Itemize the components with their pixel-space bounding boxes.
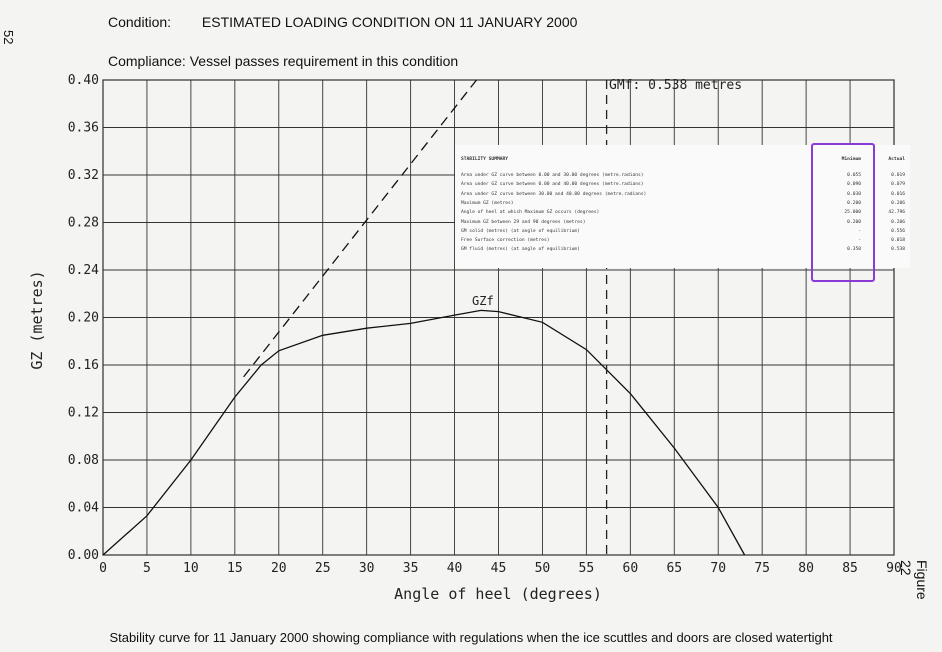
x-tick-label: 20 — [271, 561, 287, 576]
summary-row: Free Surface correction (metres) - 0.018 — [461, 238, 909, 246]
summary-row: Angle of heel at which Maximum GZ occurs… — [461, 210, 909, 218]
summary-row: Area under GZ curve between 30.00 and 40… — [461, 192, 909, 200]
y-tick-label: 0.36 — [68, 121, 99, 136]
y-tick-label: 0.32 — [68, 168, 99, 183]
summary-minimum-value: 0.200 — [847, 219, 861, 225]
summary-minimum-value: 0.200 — [847, 200, 861, 206]
summary-criterion: Free Surface correction (metres) — [461, 238, 550, 244]
y-axis-title: GZ (metres) — [28, 270, 46, 369]
gzf-annotation: GZf — [472, 294, 494, 308]
x-tick-label: 60 — [623, 561, 639, 576]
summary-criterion: Maximum GZ between 29 and 90 degrees (me… — [461, 219, 586, 225]
compliance-label: Compliance: — [108, 53, 186, 69]
summary-criterion: Area under GZ curve between 0.00 and 40.… — [461, 182, 644, 188]
summary-minimum-value: - — [858, 228, 861, 234]
summary-col-actual: Actual — [888, 157, 905, 162]
x-tick-label: 25 — [315, 561, 331, 576]
x-tick-label: 5 — [143, 561, 151, 576]
x-tick-label: 0 — [99, 561, 107, 576]
y-tick-label: 0.04 — [68, 501, 99, 516]
stability-summary-table: STABILITY SUMMARY Minimum Actual Area un… — [455, 145, 910, 268]
x-tick-label: 15 — [227, 561, 243, 576]
compliance-line: Compliance: Vessel passes requirement in… — [108, 53, 458, 69]
minimum-column-highlight — [811, 143, 875, 282]
summary-actual-value: 0.206 — [891, 219, 905, 225]
summary-minimum-value: - — [858, 238, 861, 244]
summary-criterion: Area under GZ curve between 30.00 and 40… — [461, 191, 647, 197]
summary-minimum-value: 0.090 — [847, 182, 861, 188]
y-tick-label: 0.20 — [68, 311, 99, 326]
summary-row: Area under GZ curve between 0.00 and 30.… — [461, 173, 909, 181]
summary-actual-value: 0.556 — [891, 228, 905, 234]
gz-curve-series — [102, 309, 746, 556]
y-tick-label: 0.16 — [68, 358, 99, 373]
x-axis-title: Angle of heel (degrees) — [394, 585, 602, 603]
summary-actual-value: 0.018 — [891, 238, 905, 244]
summary-minimum-value: 0.030 — [847, 191, 861, 197]
gm-annotation: GMf: 0.538 metres — [609, 78, 742, 93]
condition-value: ESTIMATED LOADING CONDITION ON 11 JANUAR… — [201, 14, 578, 30]
x-tick-label: 50 — [535, 561, 551, 576]
summary-criterion: Angle of heel at which Maximum GZ occurs… — [461, 210, 600, 216]
y-tick-label: 0.12 — [68, 406, 99, 421]
y-tick-label: 0.40 — [68, 73, 99, 88]
x-tick-label: 30 — [359, 561, 375, 576]
summary-minimum-value: 25.000 — [844, 210, 861, 216]
condition-label: Condition: — [108, 14, 172, 30]
summary-minimum-value: 0.055 — [847, 173, 861, 178]
x-tick-label: 85 — [842, 561, 858, 576]
y-tick-label: 0.00 — [68, 548, 99, 563]
y-tick-label: 0.28 — [68, 216, 99, 231]
summary-actual-value: 0.206 — [891, 200, 905, 206]
summary-row: Maximum GZ between 29 and 90 degrees (me… — [461, 220, 909, 228]
summary-row: Maximum GZ (metres) 0.200 0.206 — [461, 201, 909, 209]
x-tick-label: 65 — [666, 561, 682, 576]
condition-line: Condition: ESTIMATED LOADING CONDITION O… — [108, 14, 577, 30]
summary-criterion: GM solid (metres) (at angle of equilibri… — [461, 228, 580, 234]
summary-criterion: Area under GZ curve between 0.00 and 30.… — [461, 173, 644, 178]
x-tick-label: 10 — [183, 561, 199, 576]
summary-row: Area under GZ curve between 0.00 and 40.… — [461, 182, 909, 190]
chart-grid — [102, 79, 895, 556]
summary-row: GM solid (metres) (at angle of equilibri… — [461, 229, 909, 237]
x-tick-label: 80 — [798, 561, 814, 576]
summary-title: STABILITY SUMMARY — [461, 157, 509, 162]
summary-actual-value: 0.079 — [891, 182, 905, 188]
summary-actual-value: 0.016 — [891, 191, 905, 197]
x-tick-label: 90 — [886, 561, 902, 576]
x-tick-label: 55 — [579, 561, 595, 576]
compliance-value: Vessel passes requirement in this condit… — [189, 53, 459, 69]
y-tick-label: 0.24 — [68, 263, 99, 278]
x-tick-label: 35 — [403, 561, 419, 576]
x-tick-label: 75 — [754, 561, 770, 576]
y-tick-label: 0.08 — [68, 453, 99, 468]
summary-row: GM fluid (metres) (at angle of equilibri… — [461, 247, 909, 255]
summary-minimum-value: 0.350 — [847, 247, 861, 253]
summary-header-row: STABILITY SUMMARY Minimum Actual — [461, 157, 909, 165]
summary-actual-value: 0.538 — [891, 247, 905, 253]
x-tick-label: 45 — [491, 561, 507, 576]
x-tick-label: 40 — [447, 561, 463, 576]
summary-criterion: GM fluid (metres) (at angle of equilibri… — [461, 247, 580, 253]
summary-col-minimum: Minimum — [841, 157, 861, 162]
summary-actual-value: 42.796 — [888, 210, 905, 216]
summary-criterion: Maximum GZ (metres) — [461, 200, 514, 206]
x-tick-label: 70 — [710, 561, 726, 576]
figure-caption: Stability curve for 11 January 2000 show… — [109, 630, 833, 645]
chart-ticks: 0 5 10 15 20 25 30 35 40 45 50 55 60 65 70 75 80 85 90 0.00… — [68, 73, 902, 576]
summary-actual-value: 0.019 — [891, 173, 905, 178]
